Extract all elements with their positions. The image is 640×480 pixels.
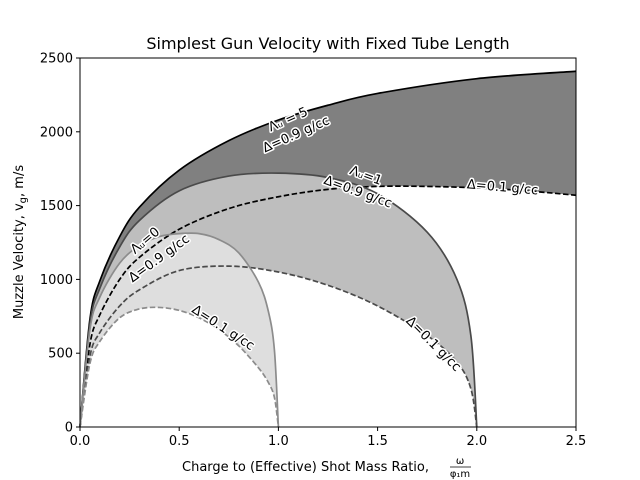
series-line-5	[79, 232, 280, 428]
series-line-1	[79, 70, 577, 428]
y-tick-label: 1000	[40, 273, 73, 288]
y-axis-label-prefix: Muzzle Velocity, v	[12, 203, 27, 319]
plot-lines	[79, 70, 577, 428]
series-line-3	[79, 172, 478, 428]
plot-fills	[80, 71, 576, 427]
series-line-2	[79, 185, 577, 428]
y-tick-label: 0	[65, 421, 73, 436]
y-axis-label-subscript: g	[18, 197, 29, 203]
x-axis-label: Charge to (Effective) Shot Mass Ratio,	[182, 460, 429, 475]
plot-frame	[79, 57, 577, 428]
x-tick-label: 2.0	[466, 434, 487, 449]
x-tick-label: 1.0	[268, 434, 289, 449]
x-axis-fraction-denominator: φ₁m	[450, 469, 470, 480]
y-tick-label: 1500	[40, 199, 73, 214]
x-tick-label: 0.5	[169, 434, 190, 449]
axis-ticks: 0.0 0.5 1.0 1.5 2.0 2.5 0 500 1000 1500 2000 2500	[40, 52, 586, 450]
chart-title: Simplest Gun Velocity with Fixed Tube Le…	[146, 34, 509, 53]
y-axis-label-suffix: , m/s	[12, 165, 27, 197]
y-tick-label: 500	[48, 347, 73, 362]
x-axis-title: Charge to (Effective) Shot Mass Ratio, ω…	[182, 456, 471, 480]
x-tick-label: 1.5	[367, 434, 388, 449]
y-axis-label: Muzzle Velocity, vg, m/s	[12, 165, 29, 319]
x-tick-label: 2.5	[566, 434, 587, 449]
band-lambda-5	[80, 71, 576, 427]
y-tick-label: 2500	[40, 52, 73, 67]
y-tick-label: 2000	[40, 125, 73, 140]
x-tick-label: 0.0	[70, 434, 91, 449]
series-line-6	[79, 306, 280, 428]
x-axis-fraction-numerator: ω	[456, 456, 464, 467]
band-lambda-0	[80, 233, 279, 427]
